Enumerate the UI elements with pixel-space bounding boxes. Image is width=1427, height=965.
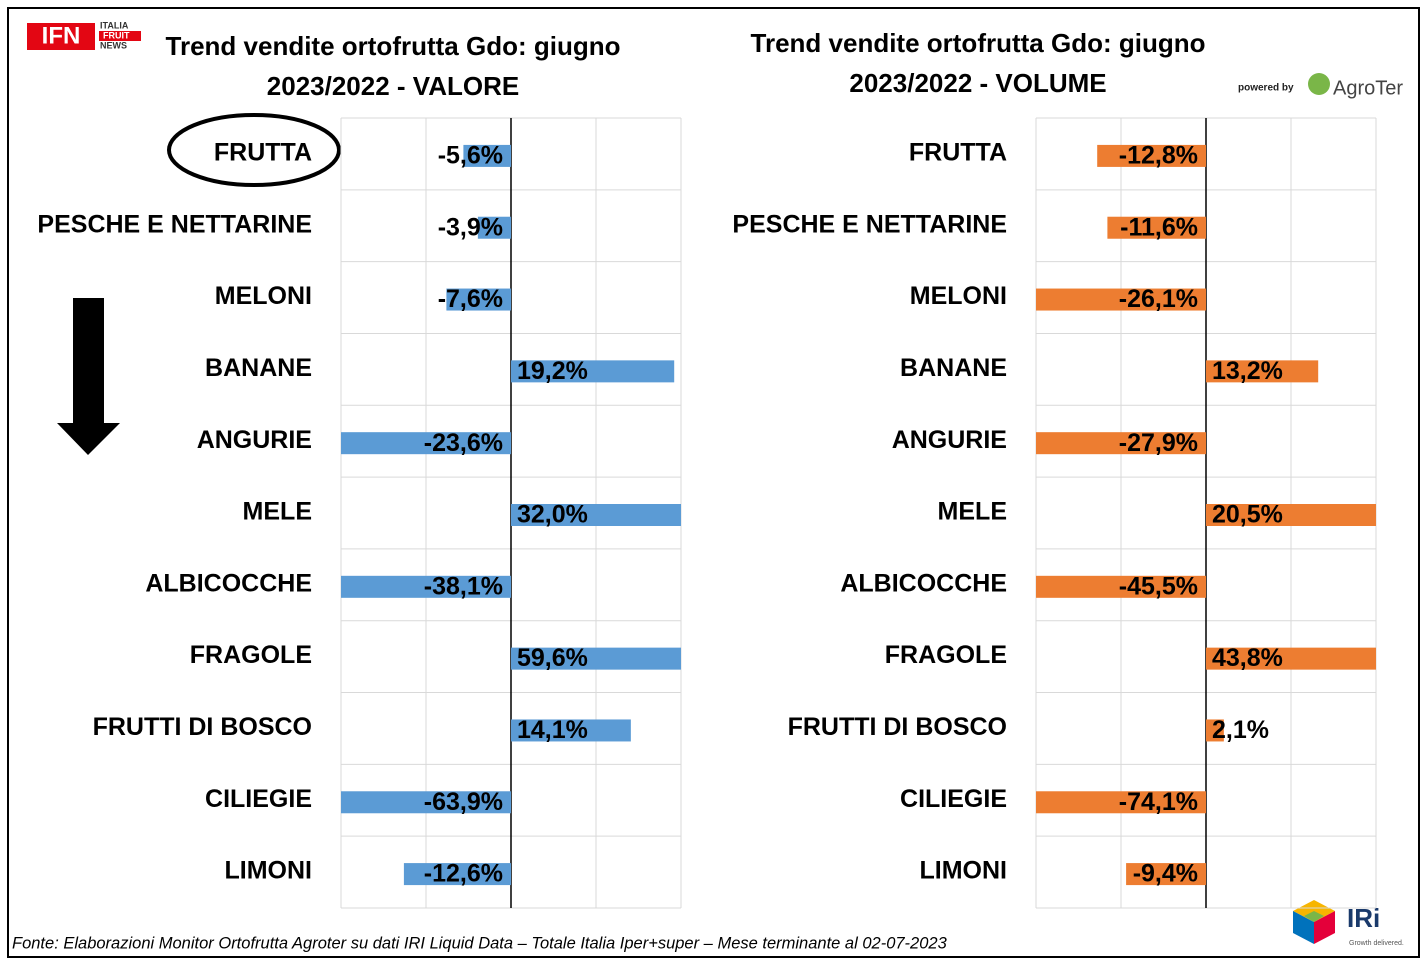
data-label: -26,1% [1119,285,1198,313]
ifn-logo-text: NEWS [100,40,127,50]
bar [1206,360,1319,383]
category-label: PESCHE E NETTARINE [37,210,312,238]
category-label: ALBICOCCHE [840,569,1007,597]
data-label: 2,1% [1212,716,1269,744]
bar [1036,288,1206,311]
category-label: ANGURIE [197,426,312,454]
bar [341,575,511,598]
data-label: -12,6% [424,860,503,888]
ifn-logo-text: IFN [42,22,81,49]
data-label: -38,1% [424,572,503,600]
bar [1036,791,1206,814]
bar [1126,863,1206,886]
bar [463,144,511,167]
bar [403,863,511,886]
category-label: MELE [243,498,312,526]
source-note: Fonte: Elaborazioni Monitor Ortofrutta A… [12,934,948,952]
data-label: -74,1% [1119,788,1198,816]
iri-logo: IRi [1347,903,1380,933]
bar [477,216,511,239]
down-arrow-shaft [73,298,104,424]
category-label: FRUTTI DI BOSCO [788,713,1007,741]
bars [341,144,681,886]
bar [1206,719,1224,742]
down-arrow-head [57,423,120,455]
bar [1107,216,1206,239]
frame [7,7,1420,958]
bar [1206,647,1376,670]
bar [446,288,511,311]
category-label: FRAGOLE [885,641,1007,669]
category-label: LIMONI [225,857,313,885]
category-label: BANANE [205,354,312,382]
bar [511,647,681,670]
bar [511,360,675,383]
data-label: 32,0% [517,501,588,529]
ifn-logo-text: FRUIT [103,30,130,40]
bar [511,719,631,742]
agroter-logo: AgroTer [1333,77,1403,99]
bar [341,791,512,814]
data-label: -63,9% [424,788,503,816]
data-label: 59,6% [517,644,588,672]
data-label: -5,6% [438,142,503,170]
data-label: 13,2% [1212,357,1283,385]
category-label: ALBICOCCHE [145,569,312,597]
category-label: BANANE [900,354,1007,382]
data-label: 20,5% [1212,501,1283,529]
category-label: CILIEGIE [900,785,1007,813]
iri-icon [1304,911,1324,922]
data-label: -9,4% [1133,860,1198,888]
highlight-ellipse [167,113,341,187]
bar [1097,144,1206,167]
bar [511,504,681,526]
ifn-logo-text: ITALIA [100,20,129,30]
data-label: -11,6% [1120,213,1198,241]
bar [1036,432,1206,455]
category-label: CILIEGIE [205,785,312,813]
category-label: MELONI [910,282,1007,310]
category-label: FRUTTA [214,139,312,167]
agroter-icon [1308,73,1330,95]
category-label: FRAGOLE [190,641,312,669]
powered-by: powered by [1238,83,1294,94]
chart-title: Trend vendite ortofrutta Gdo: giugno 202… [750,28,1206,98]
data-label: -7,6% [438,285,503,313]
iri-icon [1293,911,1314,944]
data-label: -45,5% [1119,572,1198,600]
category-label: ANGURIE [892,426,1007,454]
data-label: -3,9% [438,213,503,241]
category-label: FRUTTI DI BOSCO [93,713,312,741]
bar [1036,575,1206,598]
data-label: -27,9% [1119,429,1198,457]
category-label: LIMONI [920,857,1008,885]
bars [1036,144,1376,886]
data-label: 43,8% [1212,644,1283,672]
ifn-logo-band [99,31,141,41]
data-label: -12,8% [1119,142,1198,170]
iri-icon [1314,911,1335,944]
bar [341,432,511,455]
category-label: PESCHE E NETTARINE [732,210,1007,238]
bar [1206,504,1376,526]
category-label: MELE [938,498,1007,526]
ifn-logo [27,23,95,50]
data-label: 19,2% [517,357,588,385]
data-label: -23,6% [424,429,503,457]
data-label: 14,1% [517,716,588,744]
category-label: MELONI [215,282,312,310]
iri-tagline: Growth delivered. [1349,940,1404,947]
chart-title: Trend vendite ortofrutta Gdo: giugno 202… [165,31,621,101]
category-label: FRUTTA [909,139,1007,167]
